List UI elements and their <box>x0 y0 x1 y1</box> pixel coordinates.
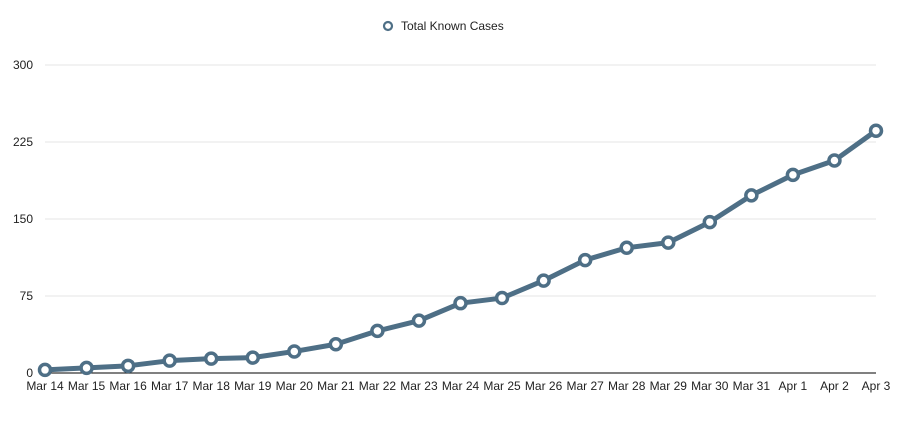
data-point-mar-28 <box>619 240 634 255</box>
y-tick-label-0: 0 <box>26 366 33 380</box>
gridlines <box>45 64 876 297</box>
data-point-mar-27 <box>577 252 593 268</box>
x-tick-label-mar-17: Mar 17 <box>151 379 189 393</box>
x-tick-label-mar-27: Mar 27 <box>566 379 604 393</box>
y-tick-label-225: 225 <box>13 135 33 149</box>
data-point-mar-19 <box>245 350 260 365</box>
x-tick-label-mar-30: Mar 30 <box>691 379 729 393</box>
data-point-mar-25 <box>494 290 510 306</box>
x-tick-label-mar-22: Mar 22 <box>359 379 397 393</box>
y-tick-label-150: 150 <box>13 212 33 226</box>
x-tick-label-mar-18: Mar 18 <box>193 379 231 393</box>
legend: Total Known Cases <box>382 19 504 33</box>
data-point-mar-23 <box>411 313 427 328</box>
x-tick-label-apr-2: Apr 2 <box>820 379 849 393</box>
x-tick-label-mar-31: Mar 31 <box>733 379 771 393</box>
data-point-mar-22 <box>370 323 385 339</box>
data-point-mar-17 <box>162 353 177 368</box>
data-point-mar-26 <box>536 273 551 288</box>
x-tick-label-apr-1: Apr 1 <box>779 379 808 393</box>
x-tick-label-mar-23: Mar 23 <box>400 379 438 393</box>
series-total-known-cases <box>37 123 884 378</box>
x-tick-label-mar-24: Mar 24 <box>442 379 480 393</box>
data-point-mar-15 <box>79 360 94 376</box>
data-point-mar-14 <box>37 362 53 378</box>
data-point-mar-18 <box>203 351 219 366</box>
x-tick-label-mar-25: Mar 25 <box>483 379 521 393</box>
x-axis-ticks: Mar 14 Mar 15 Mar 16 Mar 17 Mar 18 Mar 19 Mar … <box>26 379 890 393</box>
y-axis-ticks: 0 75 150 225 300 <box>13 58 33 380</box>
legend-label-total-known-cases: Total Known Cases <box>401 19 504 33</box>
x-tick-label-mar-14: Mar 14 <box>26 379 64 393</box>
x-tick-label-mar-16: Mar 16 <box>109 379 147 393</box>
data-point-mar-21 <box>328 337 344 352</box>
x-tick-label-mar-20: Mar 20 <box>276 379 314 393</box>
data-point-apr-3 <box>868 123 884 138</box>
legend-marker-total-known-cases <box>382 20 394 32</box>
x-tick-label-mar-29: Mar 29 <box>650 379 688 393</box>
x-tick-label-mar-21: Mar 21 <box>317 379 355 393</box>
x-tick-label-mar-26: Mar 26 <box>525 379 563 393</box>
x-tick-label-mar-19: Mar 19 <box>234 379 272 393</box>
series-line-total-known-cases <box>42 128 879 373</box>
x-tick-label-apr-3: Apr 3 <box>862 379 891 393</box>
data-point-apr-2 <box>827 153 842 168</box>
y-tick-label-75: 75 <box>20 289 34 303</box>
data-point-apr-1 <box>785 167 801 183</box>
y-tick-label-300: 300 <box>13 58 33 72</box>
data-point-mar-30 <box>702 214 718 230</box>
data-point-mar-20 <box>287 344 302 359</box>
data-point-mar-31 <box>744 188 759 203</box>
x-tick-label-mar-28: Mar 28 <box>608 379 646 393</box>
data-point-mar-16 <box>120 358 136 374</box>
data-point-mar-24 <box>453 295 468 311</box>
x-tick-label-mar-15: Mar 15 <box>68 379 106 393</box>
data-point-mar-29 <box>661 235 676 250</box>
